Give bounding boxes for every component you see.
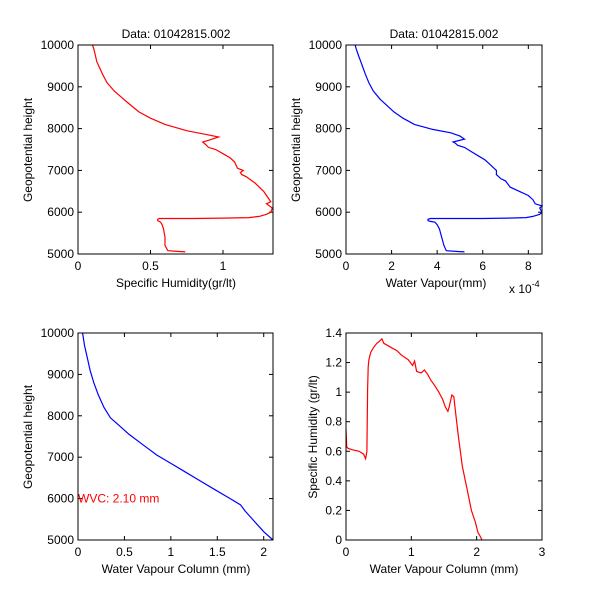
x-axis-multiplier-base: x 10 (509, 282, 532, 296)
x-axis-label: Water Vapour Column (mm) (370, 562, 519, 576)
x-tick-label: 3 (539, 545, 546, 559)
y-tick-label: 6000 (315, 205, 342, 219)
y-tick-label: 0.2 (325, 503, 342, 517)
axes-frame (77, 44, 274, 255)
plot-area (354, 44, 544, 253)
y-tick-label: 5000 (47, 533, 74, 547)
y-tick-label: 7000 (315, 163, 342, 177)
series-line-water-vapour-profile (354, 44, 544, 253)
ticks: 0 2 4 6 8 5000 6000 7000 8000 9000 10000 (309, 38, 542, 273)
x-tick-label: 0 (75, 259, 82, 273)
y-axis-label: Geopotential height (21, 384, 35, 489)
x-tick-label: 2 (260, 545, 267, 559)
y-tick-label: 0.6 (325, 444, 342, 458)
plot-area (82, 332, 274, 541)
x-axis-multiplier-exponent: -4 (532, 279, 540, 289)
y-tick-label: 1.2 (325, 356, 342, 370)
x-tick-label: 0.5 (142, 259, 159, 273)
x-tick-label: 0 (343, 545, 350, 559)
series-line-cumulative-water-vapour-column (82, 332, 274, 541)
wvc-annotation: WVC: 2.10 mm (78, 492, 159, 506)
x-tick-label: 6 (479, 259, 486, 273)
y-tick-label: 6000 (47, 492, 74, 506)
y-tick-label: 10000 (41, 38, 75, 52)
axes-frame (345, 332, 543, 541)
y-tick-label: 8000 (315, 122, 342, 136)
subplot-title: Data: 01042815.002 (122, 27, 231, 41)
plot-area (345, 337, 483, 541)
y-tick-label: 8000 (47, 122, 74, 136)
x-tick-label: 4 (434, 259, 441, 273)
x-axis-label: Water Vapour(mm) (386, 276, 487, 290)
y-tick-label: 0.8 (325, 415, 342, 429)
ticks: 0 0.5 1 5000 6000 7000 8000 9000 10000 (41, 38, 273, 273)
y-axis-label: Geopotential height (289, 97, 303, 202)
y-axis-label: Geopotential height (21, 97, 35, 202)
x-axis-multiplier: x 10-4 (509, 279, 540, 296)
x-tick-label: 0.5 (116, 545, 133, 559)
series-line-specific-humidity-profile (91, 44, 274, 253)
x-axis-label: Water Vapour Column (mm) (102, 562, 251, 576)
y-tick-label: 1.4 (325, 326, 342, 340)
x-axis-label: Specific Humidity(gr/lt) (116, 276, 236, 290)
plot-area (91, 44, 274, 253)
y-tick-label: 9000 (47, 80, 74, 94)
axes-frame (77, 332, 274, 541)
x-tick-label: 1 (220, 259, 227, 273)
subplot-top-right: Data: 01042815.002 Water Vapour(mm) x 10… (289, 27, 544, 296)
y-tick-label: 0 (335, 533, 342, 547)
x-tick-label: 1 (168, 545, 175, 559)
x-tick-label: 1.5 (209, 545, 226, 559)
y-tick-label: 10000 (41, 326, 75, 340)
x-tick-label: 8 (525, 259, 532, 273)
subplot-bottom-left: Water Vapour Column (mm) Geopotential he… (21, 326, 274, 576)
y-tick-label: 1 (335, 385, 342, 399)
series-line-humidity-vs-column (345, 337, 483, 541)
axes-frame (345, 44, 543, 255)
x-tick-label: 2 (388, 259, 395, 273)
x-tick-label: 0 (75, 545, 82, 559)
ticks: 0 0.5 1 1.5 2 5000 6000 7000 8000 9000 10000 (41, 326, 273, 559)
y-tick-label: 8000 (47, 409, 74, 423)
subplot-title: Data: 01042815.002 (390, 27, 499, 41)
y-tick-label: 7000 (47, 163, 74, 177)
y-tick-label: 5000 (47, 247, 74, 261)
y-tick-label: 5000 (315, 247, 342, 261)
x-tick-label: 0 (343, 259, 350, 273)
y-tick-label: 9000 (315, 80, 342, 94)
subplot-top-left: Data: 01042815.002 Specific Humidity(gr/… (21, 27, 274, 290)
x-tick-label: 2 (473, 545, 480, 559)
subplot-bottom-right: Water Vapour Column (mm) Specific Humidi… (306, 326, 546, 576)
y-tick-label: 9000 (47, 367, 74, 381)
y-axis-label: Specific Humidity (gr/lt) (306, 375, 320, 498)
y-tick-label: 10000 (309, 38, 343, 52)
x-tick-label: 1 (408, 545, 415, 559)
y-tick-label: 0.4 (325, 474, 342, 488)
y-tick-label: 6000 (47, 205, 74, 219)
y-tick-label: 7000 (47, 450, 74, 464)
